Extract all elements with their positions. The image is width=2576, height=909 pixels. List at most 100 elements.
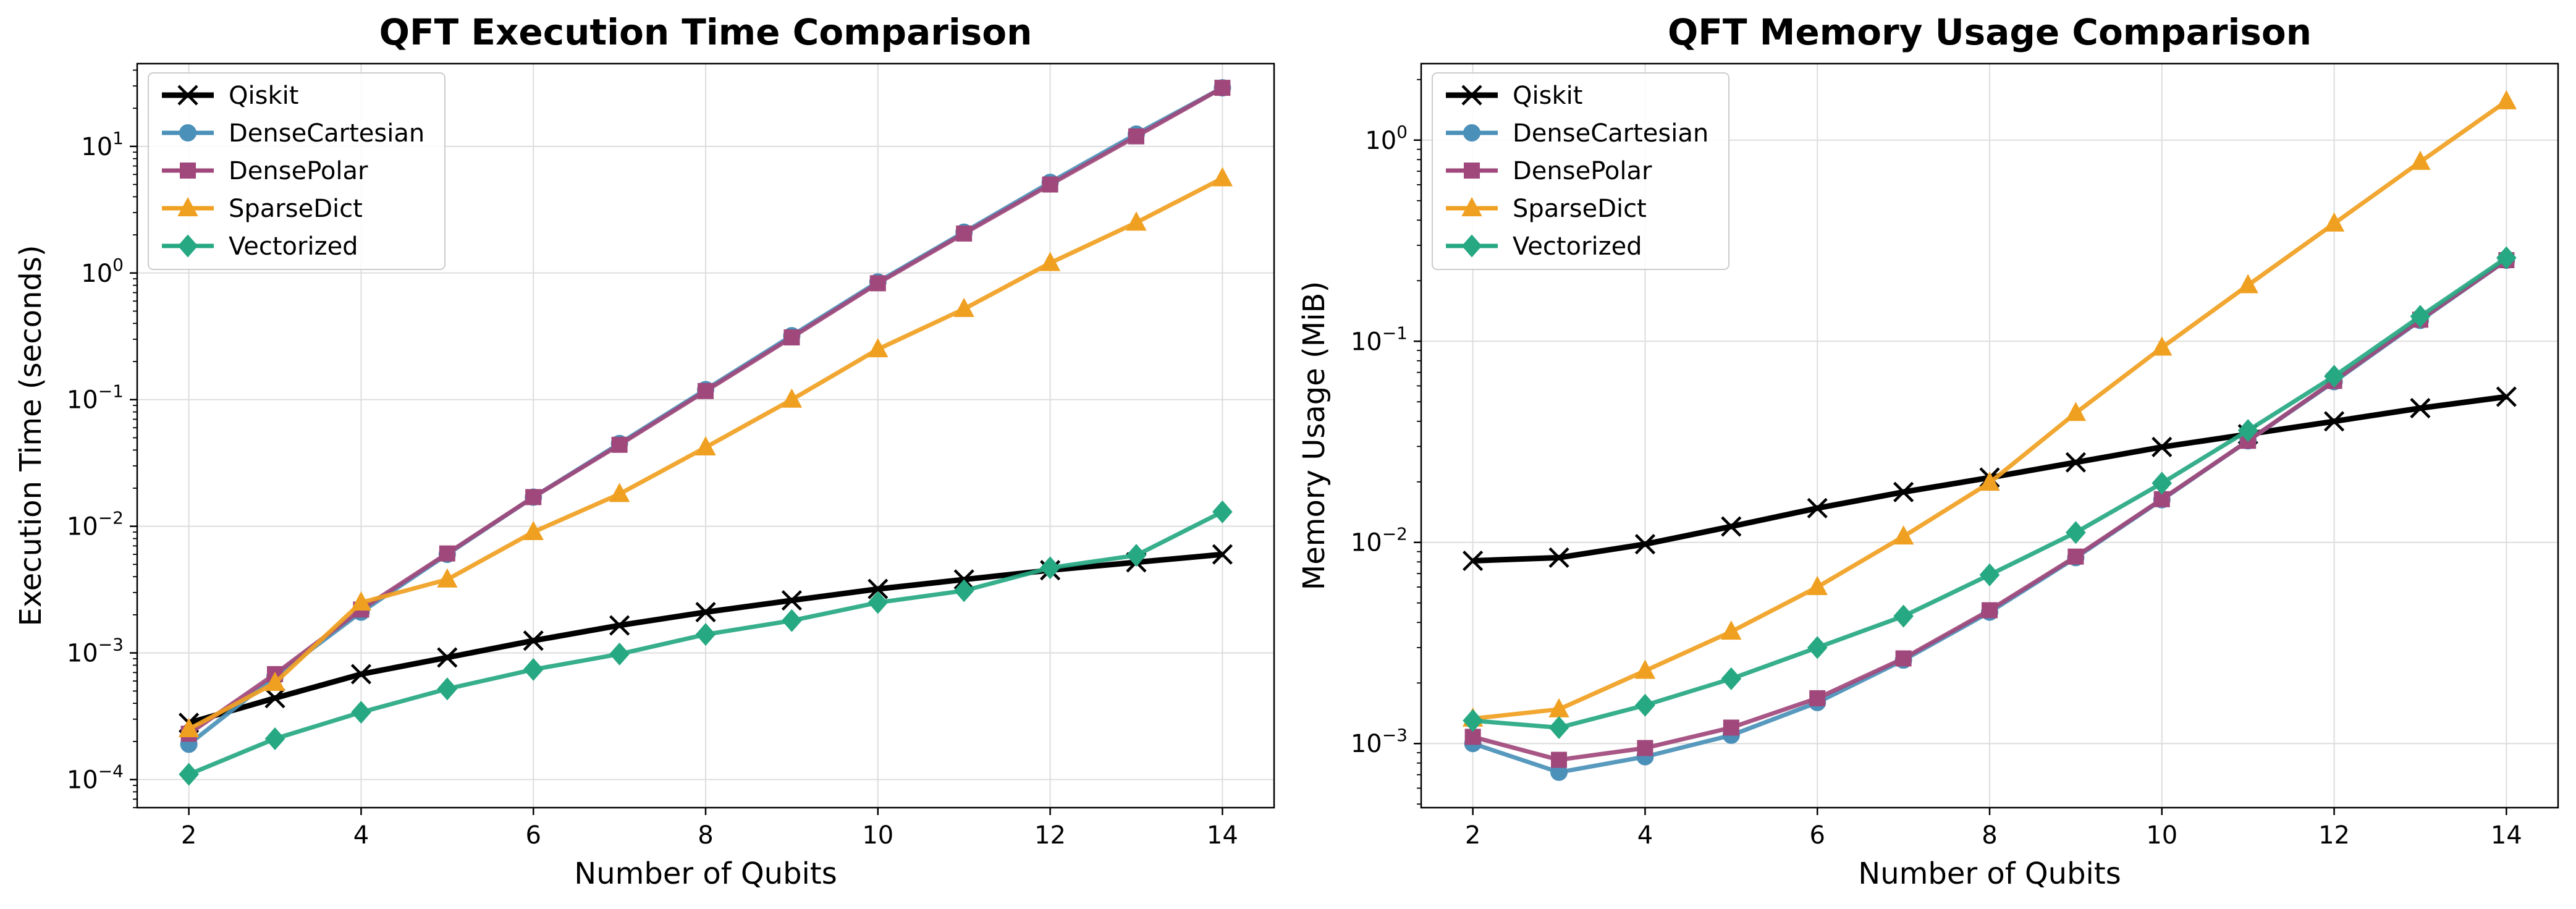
legend-marker: [1461, 85, 1482, 106]
x-tick-label: 6: [1809, 821, 1825, 850]
data-point: [1042, 176, 1058, 193]
data-point: [1723, 719, 1739, 736]
data-point: [1463, 550, 1484, 572]
x-tick-label: 12: [1034, 821, 1066, 850]
data-point: [953, 579, 974, 602]
data-point: [1979, 471, 2000, 491]
data-point: [1635, 693, 1655, 717]
legend-box: [1432, 72, 1729, 270]
legend-marker: [177, 85, 198, 106]
data-point: [1721, 620, 1742, 640]
data-point: [1637, 740, 1653, 756]
data-point: [2496, 386, 2517, 407]
data-point: [523, 657, 544, 681]
legend-marker: [180, 163, 196, 179]
data-point: [868, 591, 889, 614]
legend-marker: [1463, 124, 1480, 142]
data-point: [2066, 521, 2086, 544]
legend-marker: [1461, 234, 1482, 258]
legend-box: [148, 72, 446, 270]
legend: Qiskit DenseCartesian DensePolar SparseDict…: [1432, 72, 1729, 270]
y-tick-label: 100: [81, 255, 124, 288]
data-point: [2410, 397, 2431, 419]
data-point: [1126, 544, 1147, 567]
data-point: [264, 688, 285, 709]
data-point: [2323, 212, 2345, 232]
data-point: [1721, 667, 1742, 690]
data-point: [1039, 252, 1061, 271]
data-point: [1807, 575, 1828, 595]
data-point: [956, 225, 973, 242]
x-tick-label: 4: [353, 821, 369, 850]
data-point: [1128, 128, 1144, 145]
y-tick-label: 100: [1365, 122, 1408, 155]
data-point: [351, 701, 371, 724]
legend-label: Qiskit: [1513, 82, 1582, 110]
legend-label: DenseCartesian: [229, 119, 424, 148]
x-axis-label: Number of Qubits: [1858, 856, 2121, 891]
y-tick-label: 10−2: [1351, 524, 1408, 557]
data-point: [264, 727, 285, 751]
y-tick-label: 10−2: [67, 508, 124, 541]
data-point: [1979, 563, 2000, 586]
data-point: [350, 664, 372, 685]
data-point: [1807, 497, 1828, 518]
data-point: [609, 642, 630, 666]
data-point: [2496, 90, 2517, 109]
data-point: [869, 275, 886, 292]
series-Vectorized: [1463, 246, 2517, 739]
x-tick-label: 8: [1982, 821, 1997, 850]
data-point: [2324, 365, 2344, 388]
x-tick-label: 4: [1637, 821, 1653, 850]
series-SparseDict: [1462, 90, 2517, 727]
data-point: [783, 329, 800, 346]
data-point: [1212, 500, 1233, 523]
data-point: [1893, 604, 1914, 628]
data-point: [2065, 452, 2086, 473]
x-tick-label: 10: [2146, 821, 2177, 850]
data-point: [1548, 716, 1569, 739]
data-point: [2496, 246, 2517, 269]
data-point: [698, 383, 714, 399]
x-tick-label: 14: [1207, 821, 1238, 850]
data-point: [1214, 80, 1231, 96]
data-point: [1040, 556, 1060, 580]
chart-panel-2: 2 4 6 8 10 12 14 10−3 10−2 10−1 100 QFT Memory Usag…: [1297, 11, 2559, 891]
x-tick-label: 14: [2491, 821, 2522, 850]
data-point: [1895, 650, 1912, 667]
legend-label: DensePolar: [229, 157, 368, 185]
legend: Qiskit DenseCartesian DensePolar SparseDict…: [148, 72, 446, 270]
data-point: [523, 520, 544, 541]
chart-title: QFT Memory Usage Comparison: [1668, 11, 2312, 53]
legend-label: Vectorized: [1513, 232, 1642, 261]
y-tick-label: 10−4: [67, 761, 124, 795]
data-point: [2237, 274, 2258, 294]
data-point: [1548, 547, 1569, 568]
data-point: [1212, 167, 1233, 187]
data-point: [2152, 471, 2173, 495]
data-point: [350, 591, 372, 611]
y-tick-label: 10−3: [1351, 725, 1408, 758]
y-tick-label: 10−1: [1351, 323, 1408, 356]
legend-label: DensePolar: [1513, 157, 1652, 185]
data-point: [1551, 751, 1568, 768]
data-point: [1893, 481, 1914, 502]
data-point: [2410, 150, 2431, 170]
data-point: [437, 568, 458, 588]
data-point: [179, 763, 199, 786]
data-point: [1721, 516, 1742, 537]
x-axis-label: Number of Qubits: [574, 856, 837, 891]
series-Vectorized: [179, 500, 1233, 786]
data-point: [609, 615, 630, 636]
x-tick-label: 6: [525, 821, 541, 850]
data-point: [1212, 544, 1233, 565]
data-point: [264, 671, 285, 691]
data-point: [2067, 548, 2084, 565]
y-tick-label: 10−1: [67, 381, 124, 415]
data-point: [695, 601, 716, 623]
data-point: [868, 578, 889, 599]
data-point: [1807, 636, 1828, 659]
legend-label: Qiskit: [229, 82, 298, 110]
x-tick-label: 10: [862, 821, 893, 850]
legend-label: SparseDict: [1513, 195, 1647, 223]
